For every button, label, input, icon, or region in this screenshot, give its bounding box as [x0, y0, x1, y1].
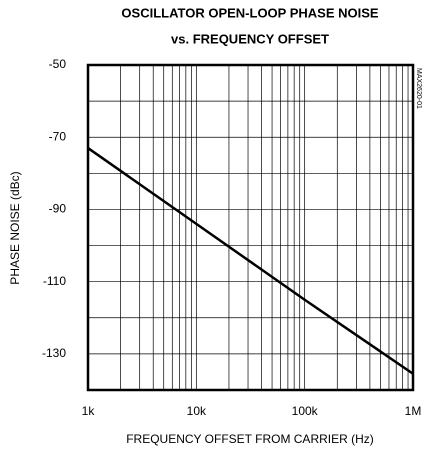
x-tick-label: 1k [82, 404, 96, 418]
data-line [87, 147, 414, 375]
y-tick-label: -50 [49, 57, 67, 71]
x-tick-label: 100k [292, 404, 319, 418]
y-tick-label: -70 [49, 129, 67, 143]
y-axis-label: PHASE NOISE (dBc) [8, 171, 22, 284]
chart-title: vs. FREQUENCY OFFSET [171, 31, 329, 46]
chart-title: OSCILLATOR OPEN-LOOP PHASE NOISE [121, 5, 378, 20]
x-tick-label: 10k [187, 404, 207, 418]
x-tick-label: 1M [405, 404, 422, 418]
y-tick-label: -130 [42, 346, 66, 360]
plot-frame [86, 63, 415, 392]
y-tick-label: -90 [49, 202, 67, 216]
y-tick-label: -110 [43, 274, 66, 288]
x-axis-label: FREQUENCY OFFSET FROM CARRIER (Hz) [126, 432, 374, 446]
side-note: MAX2620-01 [415, 68, 422, 109]
